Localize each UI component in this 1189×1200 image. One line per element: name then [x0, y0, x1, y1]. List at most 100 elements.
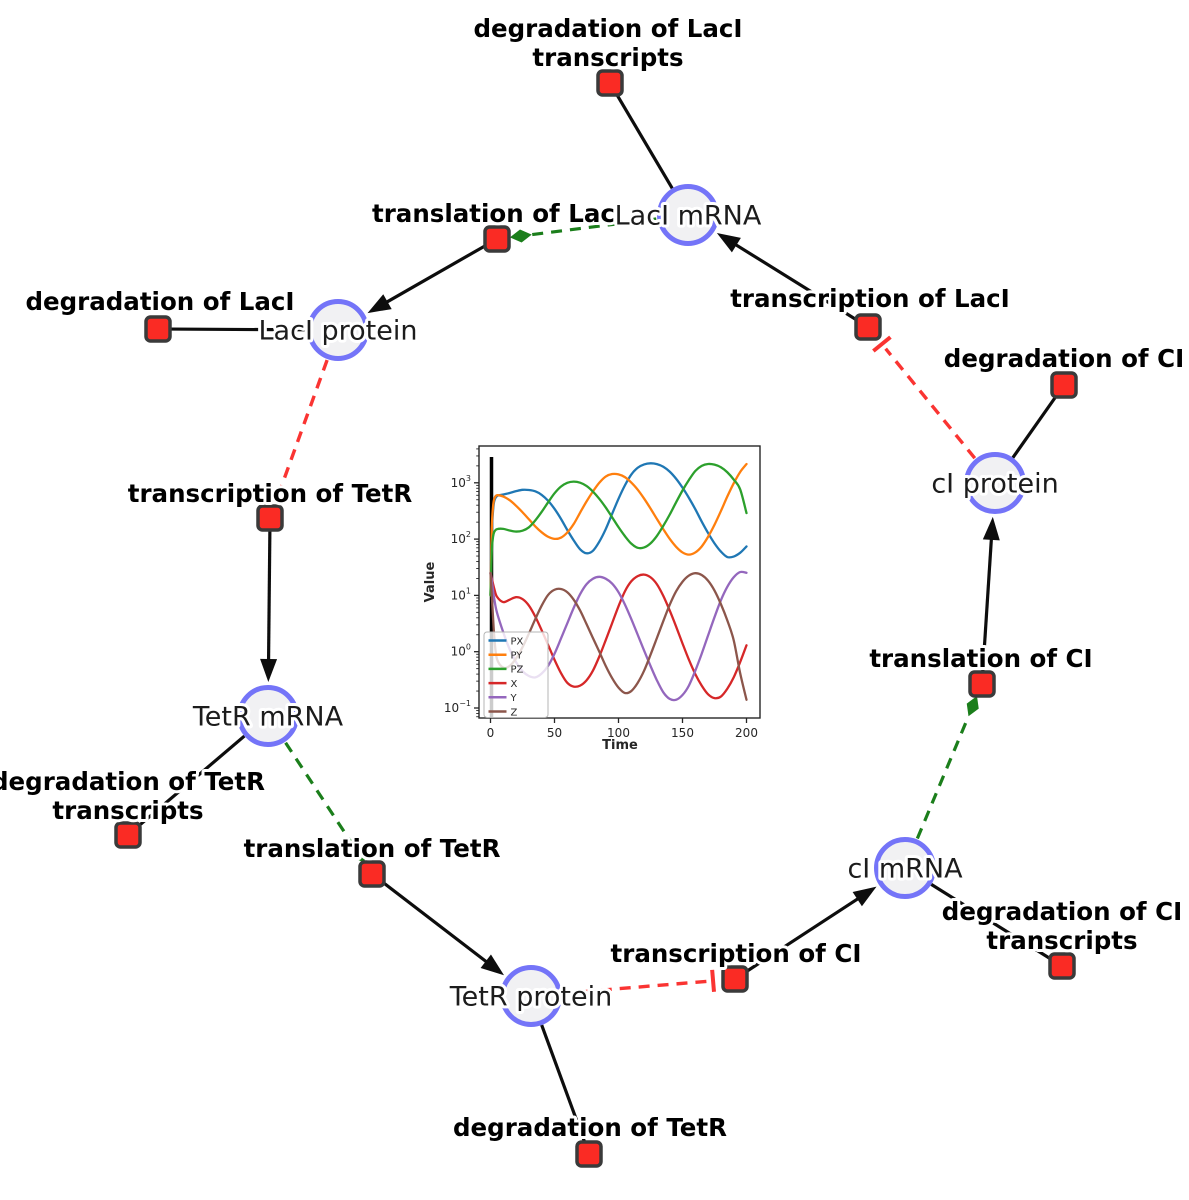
edge-modifier-tetr-mrna-translation-of-tetr	[284, 741, 365, 864]
reaction-node-degradation-of-laci-transcripts[interactable]	[596, 69, 624, 97]
edge-product-transcription-of-laci-laci-mrna	[716, 232, 858, 322]
reaction-node-translation-of-laci[interactable]	[483, 225, 511, 253]
series-line-py	[489, 462, 748, 597]
edge-inhibitor-ci-protein-transcription-of-laci	[872, 335, 977, 460]
legend-entry-px: PX	[488, 636, 524, 647]
reaction-node-degradation-of-laci[interactable]	[144, 315, 172, 343]
y-tick-label: 103	[451, 474, 471, 490]
inhibition-tee	[872, 335, 892, 353]
edge-reactant-tetr-mrna-degradation-of-tetr-transcripts	[136, 734, 246, 828]
legend-entry-z: Z	[488, 707, 518, 718]
reaction-node-transcription-of-ci[interactable]	[721, 965, 749, 993]
edge-product-translation-of-laci-laci-protein	[367, 244, 487, 314]
reaction-node-degradation-of-ci-transcripts[interactable]	[1048, 952, 1076, 980]
reaction-label-transcription-of-tetr: transcription of TetR	[128, 479, 413, 508]
legend-label: X	[511, 679, 518, 690]
reaction-node-degradation-of-tetr-transcripts[interactable]	[114, 821, 142, 849]
arrowhead	[716, 232, 741, 253]
species-node-laci-protein[interactable]	[307, 299, 369, 361]
modifier-arrowhead	[352, 844, 365, 864]
plot-x-axis-label: Time	[602, 738, 638, 753]
legend-label: Y	[510, 693, 518, 704]
time-series-plot: 0 50 100 150 200 10−1 100 101 102 103 PX PY PZ XYZ T…	[423, 445, 761, 753]
edge-product-transcription-of-ci-ci-mrna	[745, 886, 877, 974]
species-label-laci-mrna: LacI mRNA	[615, 201, 762, 232]
species-label-laci-protein: LacI protein	[259, 316, 418, 347]
reaction-label-transcription-of-laci: transcription of LacI	[730, 284, 1010, 313]
species-label-ci-protein: cI protein	[931, 469, 1058, 500]
x-tick-label: 0	[487, 726, 495, 740]
species-label-ci-mrna: cI mRNA	[847, 854, 963, 885]
edge-reactant-laci-mrna-degradation-of-laci-transcripts	[615, 93, 674, 190]
legend-entry-x: X	[488, 679, 518, 690]
legend-label: PY	[511, 651, 524, 662]
edges-layer	[136, 93, 1058, 1143]
plot-legend: PX PY PZ XYZ	[483, 631, 549, 718]
reaction-label-degradation-of-ci: degradation of CI	[944, 344, 1184, 373]
reaction-label-degradation-of-tetr-transcripts: transcripts	[52, 796, 203, 825]
species-label-tetr-mrna: TetR mRNA	[192, 702, 344, 733]
reaction-node-transcription-of-laci[interactable]	[854, 313, 882, 341]
reaction-label-transcription-of-ci: transcription of CI	[611, 939, 862, 968]
edge-product-transcription-of-tetr-tetr-mrna	[260, 530, 278, 683]
x-tick-label: 150	[671, 726, 694, 740]
legend-label: PZ	[511, 665, 524, 676]
edge-inhibitor-laci-protein-transcription-of-tetr	[266, 359, 329, 503]
y-tick-label: 101	[451, 586, 471, 602]
edge-modifier-ci-mrna-translation-of-ci	[915, 695, 979, 840]
y-tick-label: 100	[451, 643, 471, 659]
y-tick-label: 10−1	[444, 699, 471, 715]
reaction-node-transcription-of-tetr[interactable]	[256, 504, 284, 532]
edge-product-translation-of-tetr-tetr-protein	[381, 880, 505, 976]
plot-frame	[478, 445, 761, 719]
x-tick-label: 100	[607, 726, 630, 740]
reaction-node-translation-of-tetr[interactable]	[358, 860, 386, 888]
reaction-node-translation-of-ci[interactable]	[968, 670, 996, 698]
series-line-x	[489, 571, 748, 700]
arrowhead	[852, 886, 877, 907]
labels-layer: degradation of LacItranscriptstranslatio…	[0, 11, 1187, 1145]
arrowhead	[982, 516, 1000, 541]
edge-reactant-ci-protein-degradation-of-ci	[1011, 394, 1058, 459]
plot-y-axis-label: Value	[423, 561, 438, 602]
inhibition-tee	[710, 969, 716, 992]
species-node-tetr-protein[interactable]	[500, 965, 562, 1027]
species-node-ci-mrna[interactable]	[874, 837, 936, 899]
modifier-arrowhead	[966, 695, 979, 717]
species-node-ci-protein[interactable]	[964, 452, 1026, 514]
y-tick-label: 102	[451, 530, 471, 546]
species-label-tetr-protein: TetR protein	[449, 982, 612, 1013]
inhibition-tee	[266, 491, 289, 503]
reaction-label-degradation-of-ci-transcripts: transcripts	[986, 926, 1137, 955]
reaction-label-degradation-of-laci-transcripts: transcripts	[532, 43, 683, 72]
legend-entry-y: Y	[488, 693, 518, 704]
reaction-label-degradation-of-tetr-transcripts: degradation of TetR	[0, 767, 265, 796]
species-node-tetr-mrna[interactable]	[237, 685, 299, 747]
species-node-laci-mrna[interactable]	[657, 184, 719, 246]
reaction-label-degradation-of-tetr: degradation of TetR	[453, 1113, 727, 1142]
edge-reactant-laci-protein-degradation-of-laci	[170, 327, 308, 332]
reaction-label-degradation-of-laci-transcripts: degradation of LacI	[473, 14, 742, 43]
arrowhead	[260, 658, 278, 683]
legend-entry-py: PY	[488, 651, 524, 662]
reaction-node-degradation-of-ci[interactable]	[1050, 371, 1078, 399]
legend-entry-pz: PZ	[488, 665, 524, 676]
reaction-label-degradation-of-ci-transcripts: degradation of CI	[942, 897, 1182, 926]
reaction-label-degradation-of-laci: degradation of LacI	[25, 287, 294, 316]
edge-reactant-tetr-protein-degradation-of-tetr	[540, 1024, 587, 1143]
legend-label: PX	[511, 636, 524, 647]
series-line-pz	[489, 462, 748, 597]
reaction-label-translation-of-tetr: translation of TetR	[244, 834, 501, 863]
arrowhead	[480, 954, 505, 976]
series-line-px	[489, 462, 748, 597]
nodes-layer	[114, 69, 1078, 1168]
edge-reactant-ci-mrna-degradation-of-ci-transcripts	[930, 883, 1052, 961]
reaction-label-translation-of-laci: translation of LacI	[372, 199, 624, 228]
modifier-arrowhead	[509, 229, 532, 243]
reaction-node-degradation-of-tetr[interactable]	[575, 1140, 603, 1168]
edge-inhibitor-tetr-protein-transcription-of-ci	[562, 969, 716, 996]
x-tick-label: 200	[735, 726, 758, 740]
reaction-label-translation-of-ci: translation of CI	[869, 644, 1092, 673]
